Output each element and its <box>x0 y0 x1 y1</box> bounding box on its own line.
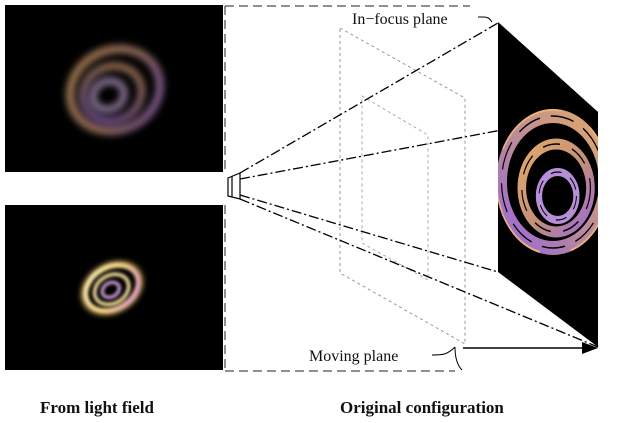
moving-plane-label-group: Moving plane <box>309 342 598 371</box>
camera-icon <box>227 172 241 200</box>
in-focus-plane-label-group: In−focus plane <box>352 11 493 28</box>
original-panel-background <box>498 22 598 347</box>
projection-lines <box>239 22 599 348</box>
light-field-rings <box>83 263 141 313</box>
dotted-plane-front <box>339 27 466 345</box>
original-configuration-panel <box>498 22 598 347</box>
original-configuration-caption: Original configuration <box>340 398 504 417</box>
ray-to-mid-lower <box>239 194 499 273</box>
moving-direction-arrow-head <box>582 342 598 354</box>
light-field-panel-background <box>5 205 223 370</box>
moving-plane-label: Moving plane <box>309 348 398 365</box>
moving-plane-leader <box>431 346 463 371</box>
blurred-refocus-panel <box>5 5 223 172</box>
ray-to-top-left <box>239 22 499 174</box>
original-rings <box>498 109 598 255</box>
ray-to-center <box>239 111 599 180</box>
light-field-result-panel <box>5 205 223 370</box>
in-focus-plane-label: In−focus plane <box>352 11 448 28</box>
ray-to-bottom-right <box>239 198 599 348</box>
from-light-field-caption: From light field <box>40 398 154 417</box>
in-focus-plane-leader <box>477 16 493 23</box>
outer-dashed-frame <box>224 5 470 372</box>
dotted-plane-middle <box>361 95 429 281</box>
blurred-panel-background <box>5 5 223 172</box>
